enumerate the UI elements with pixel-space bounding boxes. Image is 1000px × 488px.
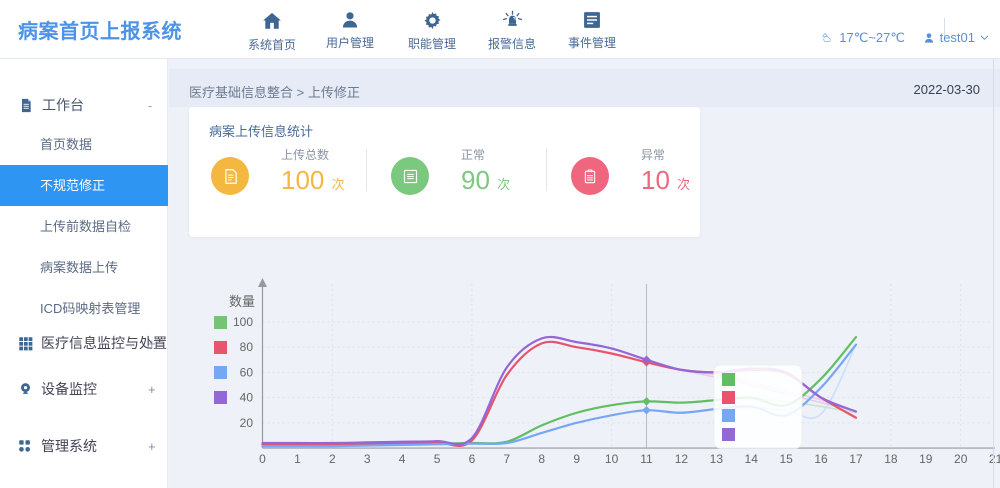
svg-text:0: 0 [259,452,266,466]
svg-text:13: 13 [710,452,724,466]
svg-text:14: 14 [745,452,759,466]
svg-text:16: 16 [814,452,828,466]
svg-text:21: 21 [989,452,1000,466]
svg-text:2: 2 [329,452,336,466]
svg-text:5: 5 [434,452,441,466]
svg-text:4: 4 [399,452,406,466]
svg-text:60: 60 [240,365,254,379]
svg-text:20: 20 [240,416,254,430]
svg-text:10: 10 [605,452,619,466]
svg-text:11: 11 [640,452,653,466]
svg-text:3: 3 [364,452,371,466]
svg-text:9: 9 [573,452,580,466]
svg-text:1: 1 [294,452,301,466]
svg-text:19: 19 [919,452,933,466]
svg-text:100: 100 [233,315,253,329]
svg-text:18: 18 [884,452,898,466]
svg-text:8: 8 [538,452,545,466]
svg-text:80: 80 [240,340,254,354]
svg-text:17: 17 [849,452,863,466]
svg-text:7: 7 [504,452,511,466]
svg-text:6: 6 [469,452,476,466]
svg-text:40: 40 [240,391,254,405]
svg-text:12: 12 [675,452,689,466]
svg-text:20: 20 [954,452,968,466]
svg-text:15: 15 [779,452,793,466]
